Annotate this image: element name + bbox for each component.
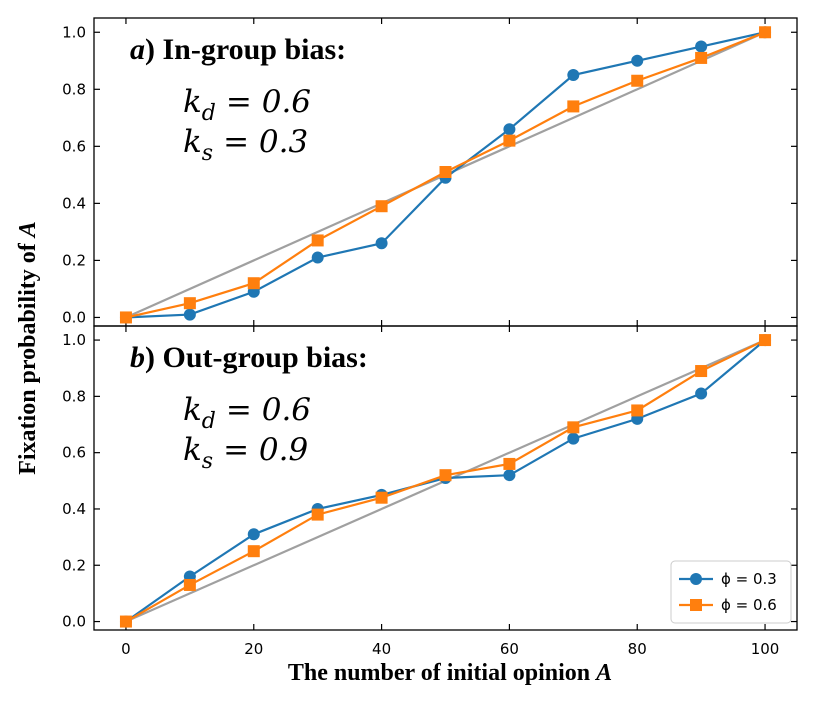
data-point-phi=0.6: [503, 134, 516, 147]
y-tick-label: 0.8: [62, 80, 86, 98]
data-point-phi=0.3: [375, 237, 388, 250]
param-subscript: s: [202, 141, 213, 166]
data-point-phi=0.6: [759, 26, 772, 39]
y-tick-label: 1.0: [62, 331, 86, 349]
plot-frame: [93, 325, 798, 631]
x-tick-label: 0: [121, 640, 131, 658]
data-point-phi=0.6: [631, 74, 644, 87]
x-tick-label: 20: [244, 640, 263, 658]
data-point-phi=0.6: [695, 365, 708, 378]
data-point-phi=0.6: [311, 508, 324, 521]
panel-letter: b: [130, 341, 145, 374]
data-point-phi=0.6: [375, 200, 388, 213]
data-point-phi=0.6: [631, 404, 644, 417]
y-tick-label: 1.0: [62, 23, 86, 41]
param-value: = 0.3: [223, 124, 308, 160]
data-point-phi=0.6: [695, 51, 708, 64]
data-point-phi=0.3: [183, 308, 196, 321]
legend-label: ϕ = 0.3: [721, 570, 777, 588]
data-point-phi=0.6: [759, 334, 772, 347]
data-point-phi=0.3: [695, 387, 708, 400]
param-ks: ks = 0.3: [183, 124, 308, 166]
y-tick-label: 0.0: [62, 613, 86, 631]
data-point-phi=0.6: [439, 469, 452, 482]
panel-title: a) In-group bias:: [130, 33, 346, 66]
data-point-phi=0.6: [119, 311, 132, 324]
data-point-phi=0.6: [183, 297, 196, 310]
data-point-phi=0.6: [311, 234, 324, 247]
x-tick-label: 60: [500, 640, 519, 658]
legend-marker-circle: [690, 573, 702, 585]
panel-title-text: ) Out-group bias:: [145, 341, 368, 374]
y-axis-label: Fixation probability of A: [15, 221, 41, 475]
y-tick-label: 0.4: [62, 194, 86, 212]
param-symbol: k: [183, 84, 202, 120]
legend-label: ϕ = 0.6: [721, 596, 777, 614]
data-point-phi=0.6: [503, 457, 516, 470]
param-value: = 0.6: [226, 392, 311, 428]
data-point-phi=0.3: [503, 469, 516, 482]
data-point-phi=0.6: [375, 491, 388, 504]
y-tick-label: 0.2: [62, 556, 86, 574]
x-axis-label: The number of initial opinion A: [288, 660, 612, 686]
data-point-phi=0.6: [567, 100, 580, 113]
param-value: = 0.9: [223, 432, 308, 468]
x-tick-label: 40: [372, 640, 391, 658]
param-ks: ks = 0.9: [183, 432, 308, 474]
param-symbol: k: [183, 124, 202, 160]
param-value: = 0.6: [226, 84, 311, 120]
y-tick-label: 0.2: [62, 251, 86, 269]
y-tick-label: 0.4: [62, 500, 86, 518]
data-point-phi=0.3: [695, 40, 708, 53]
legend: ϕ = 0.3 ϕ = 0.6: [670, 560, 792, 624]
data-point-phi=0.3: [631, 54, 644, 67]
param-subscript: d: [202, 409, 216, 434]
panel-b: 0 20 40 60 80 100 0.0 0.2 0.4 0.6 0.8 1.0 b) Out-gro…: [62, 325, 798, 658]
data-point-phi=0.3: [247, 528, 260, 541]
y-tick-label: 0.6: [62, 137, 86, 155]
panel-letter: a: [130, 33, 145, 66]
param-subscript: d: [202, 101, 216, 126]
param-kd: kd = 0.6: [183, 84, 311, 126]
param-symbol: k: [183, 392, 202, 428]
y-tick-label: 0.8: [62, 387, 86, 405]
y-tick-label: 0.6: [62, 444, 86, 462]
data-point-phi=0.6: [247, 277, 260, 290]
data-point-phi=0.3: [567, 69, 580, 82]
x-tick-label: 80: [628, 640, 647, 658]
data-point-phi=0.6: [247, 545, 260, 558]
panel-title: b) Out-group bias:: [130, 341, 368, 374]
data-point-phi=0.3: [567, 432, 580, 445]
data-point-phi=0.6: [567, 421, 580, 434]
y-tick-label: 0.0: [62, 308, 86, 326]
x-tick-label: 100: [751, 640, 780, 658]
param-subscript: s: [202, 449, 213, 474]
data-point-phi=0.6: [183, 578, 196, 591]
param-symbol: k: [183, 432, 202, 468]
data-point-phi=0.6: [439, 166, 452, 178]
legend-marker-square: [690, 599, 702, 611]
data-point-phi=0.6: [119, 615, 132, 628]
panel-a: 0.0 0.2 0.4 0.6 0.8 1.0 a) In-group bias: kd = 0…: [62, 17, 798, 327]
panel-title-text: ) In-group bias:: [145, 33, 346, 66]
data-point-phi=0.3: [311, 251, 324, 264]
param-kd: kd = 0.6: [183, 392, 311, 434]
data-point-phi=0.3: [503, 123, 516, 136]
